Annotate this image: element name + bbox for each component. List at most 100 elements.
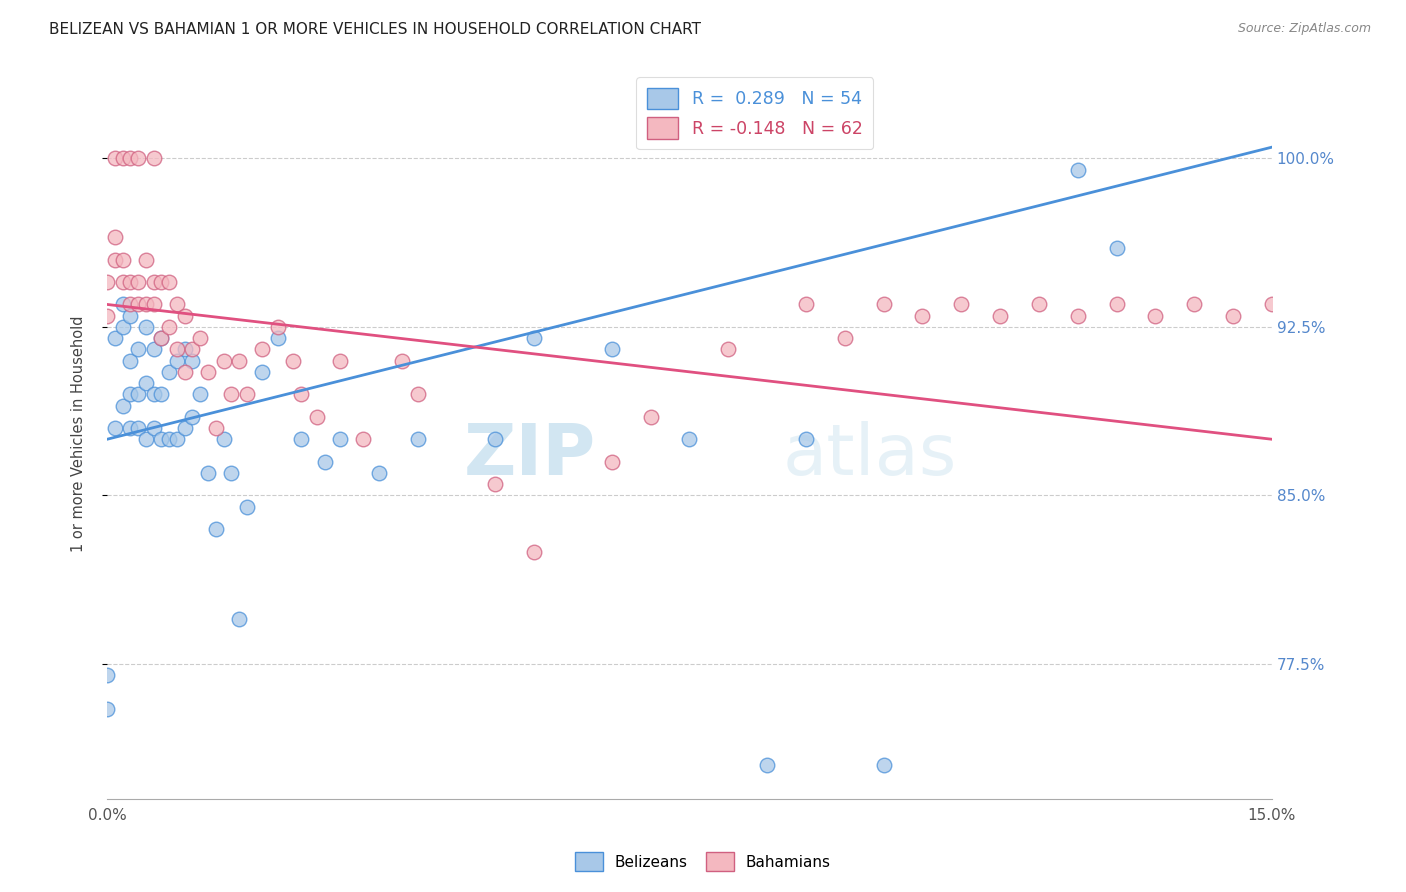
Point <box>104 331 127 345</box>
Point <box>120 152 142 166</box>
Point <box>197 466 219 480</box>
Point <box>188 331 211 345</box>
Point <box>1067 162 1090 177</box>
Point <box>834 331 856 345</box>
Point <box>181 353 204 368</box>
Point <box>406 387 429 401</box>
Point <box>150 275 173 289</box>
Point <box>484 432 506 446</box>
Point <box>173 365 195 379</box>
Point <box>1261 297 1284 311</box>
Point <box>267 319 290 334</box>
Point <box>135 432 157 446</box>
Point <box>305 409 328 424</box>
Point <box>157 319 180 334</box>
Point <box>329 353 352 368</box>
Point <box>96 309 118 323</box>
Point <box>150 331 173 345</box>
Point <box>111 297 134 311</box>
Point <box>120 353 142 368</box>
Point <box>142 275 165 289</box>
Point <box>127 275 149 289</box>
Point <box>1067 309 1090 323</box>
Point <box>252 365 274 379</box>
Point <box>221 466 243 480</box>
Point <box>104 421 127 435</box>
Point <box>111 152 134 166</box>
Point <box>104 230 127 244</box>
Point <box>794 297 817 311</box>
Point <box>150 387 173 401</box>
Point <box>120 421 142 435</box>
Point <box>135 319 157 334</box>
Point <box>523 544 546 558</box>
Point <box>1105 241 1128 255</box>
Point <box>173 421 195 435</box>
Point <box>872 297 894 311</box>
Point <box>127 152 149 166</box>
Point <box>794 432 817 446</box>
Point <box>352 432 374 446</box>
Point <box>367 466 389 480</box>
Point <box>166 432 188 446</box>
Point <box>173 309 195 323</box>
Point <box>142 387 165 401</box>
Text: Source: ZipAtlas.com: Source: ZipAtlas.com <box>1237 22 1371 36</box>
Point <box>872 758 894 772</box>
Text: atlas: atlas <box>783 421 957 490</box>
Point <box>96 668 118 682</box>
Point <box>204 421 226 435</box>
Point <box>111 319 134 334</box>
Point <box>950 297 973 311</box>
Point <box>1105 297 1128 311</box>
Point <box>142 297 165 311</box>
Point <box>142 343 165 357</box>
Point <box>157 275 180 289</box>
Point <box>150 432 173 446</box>
Point <box>212 353 235 368</box>
Point <box>484 477 506 491</box>
Legend: Belizeans, Bahamians: Belizeans, Bahamians <box>569 847 837 877</box>
Point <box>391 353 413 368</box>
Point <box>181 409 204 424</box>
Point <box>756 758 779 772</box>
Point <box>197 365 219 379</box>
Point <box>228 353 250 368</box>
Point <box>406 432 429 446</box>
Point <box>181 343 204 357</box>
Legend: R =  0.289   N = 54, R = -0.148   N = 62: R = 0.289 N = 54, R = -0.148 N = 62 <box>636 78 873 149</box>
Point <box>911 309 934 323</box>
Point <box>135 376 157 390</box>
Point <box>127 387 149 401</box>
Point <box>127 297 149 311</box>
Point <box>283 353 305 368</box>
Point <box>1222 309 1244 323</box>
Point <box>166 343 188 357</box>
Y-axis label: 1 or more Vehicles in Household: 1 or more Vehicles in Household <box>72 316 86 552</box>
Point <box>600 455 623 469</box>
Point <box>523 331 546 345</box>
Point <box>329 432 352 446</box>
Point <box>142 152 165 166</box>
Point <box>135 297 157 311</box>
Point <box>236 387 259 401</box>
Point <box>111 252 134 267</box>
Point <box>157 365 180 379</box>
Point <box>1182 297 1205 311</box>
Point <box>221 387 243 401</box>
Point <box>96 275 118 289</box>
Point <box>600 343 623 357</box>
Point <box>290 432 312 446</box>
Point <box>988 309 1011 323</box>
Point <box>228 612 250 626</box>
Point <box>314 455 336 469</box>
Point <box>111 399 134 413</box>
Point <box>104 252 127 267</box>
Point <box>142 421 165 435</box>
Point <box>166 297 188 311</box>
Point <box>212 432 235 446</box>
Point <box>236 500 259 514</box>
Point <box>120 275 142 289</box>
Point <box>204 522 226 536</box>
Point <box>104 152 127 166</box>
